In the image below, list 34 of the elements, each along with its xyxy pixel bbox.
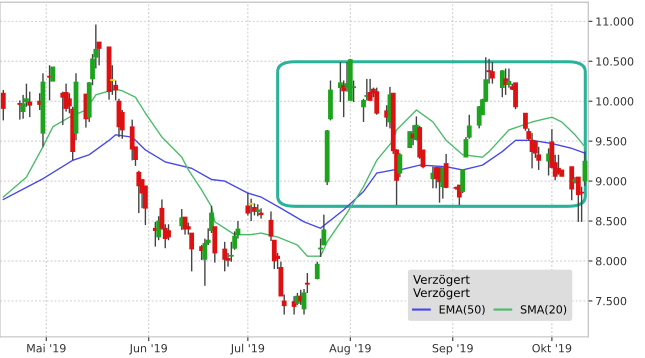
- x-tick-label: Jun '19: [129, 344, 167, 354]
- candlestick: [50, 66, 56, 82]
- y-tick-label: 11.000: [596, 17, 634, 26]
- legend-title: Verzögert Verzögert: [413, 274, 470, 300]
- y-tick-label: 10.000: [596, 97, 634, 106]
- candlestick: [222, 241, 228, 272]
- candlestick: [576, 176, 581, 223]
- candlestick: [407, 131, 412, 148]
- candlestick: [258, 208, 264, 220]
- y-tick-label: 8.500: [596, 217, 626, 226]
- candlestick: [397, 152, 402, 178]
- candlestick: [374, 86, 380, 116]
- x-tick-label: Okt '19: [532, 344, 572, 352]
- x-tick-label: Mai '19: [27, 344, 66, 352]
- candlestick: [314, 261, 320, 280]
- y-tick-label: 7.500: [596, 296, 626, 306]
- candlestick: [166, 224, 171, 241]
- y-tick-label: 9.500: [596, 137, 626, 146]
- y-tick-label: 10.500: [596, 57, 634, 66]
- candlestick: [490, 61, 495, 84]
- x-tick-label: Sep '19: [432, 344, 473, 355]
- y-tick-label: 8.000: [596, 256, 626, 266]
- candlestick: [460, 169, 466, 194]
- candlestick: [513, 82, 518, 110]
- x-tick-label: Jul '19: [230, 344, 264, 354]
- candlestick: [255, 204, 260, 217]
- y-tick-label: 9.000: [596, 177, 626, 186]
- candlestick: [292, 295, 297, 316]
- candlestick: [0, 89, 6, 122]
- legend-label: SMA(20): [520, 305, 566, 315]
- candlestick: [368, 78, 373, 102]
- candlestick: [582, 150, 588, 187]
- legend-label: EMA(50): [440, 305, 485, 315]
- x-tick-label: Aug '19: [329, 344, 371, 355]
